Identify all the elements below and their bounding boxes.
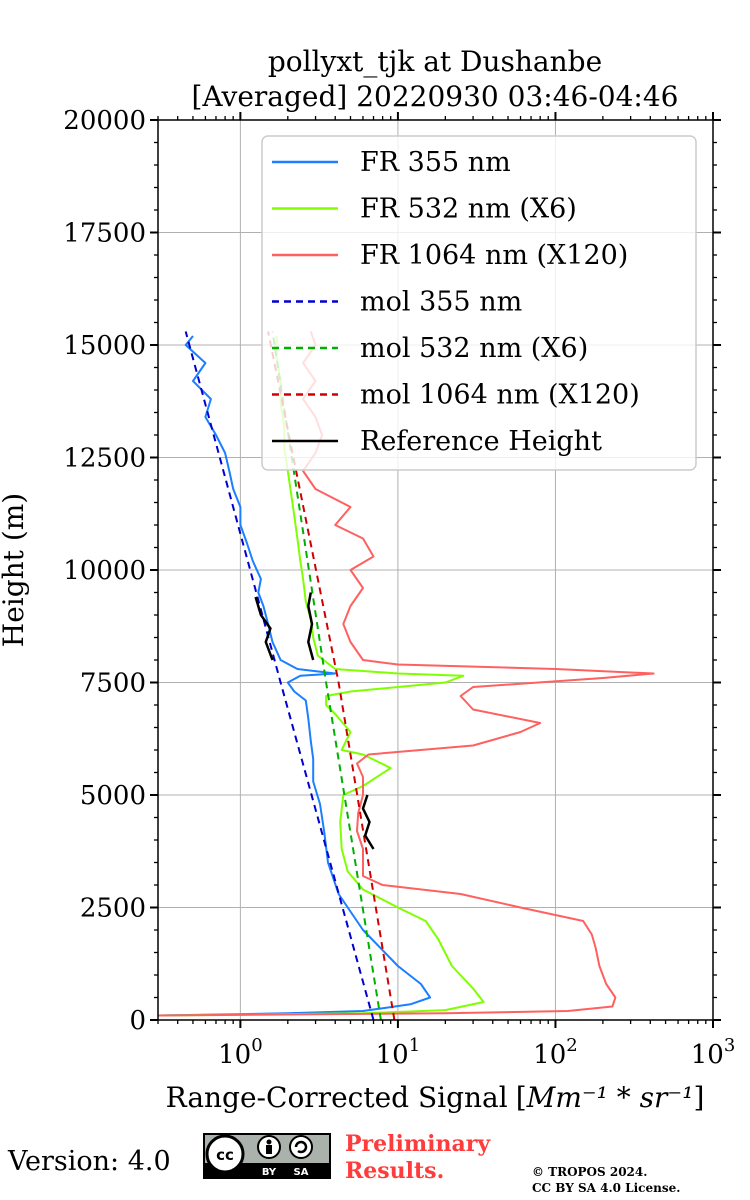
svg-text:cc: cc (216, 1146, 234, 1164)
legend-label: FR 532 nm (X6) (360, 194, 577, 225)
axes-group: 0 2500 5000 7500 10000 12500 15000 17500 20000 10… (63, 106, 735, 1070)
legend: FR 355 nm FR 532 nm (X6) FR 1064 nm (X120)… (261, 135, 697, 471)
y-tick-label: 20000 (63, 106, 146, 136)
y-tick-label: 2500 (80, 894, 146, 924)
series-line-0 (157, 335, 432, 1017)
y-tick-label: 7500 (80, 669, 146, 699)
x-axis-label-unit: Mm⁻¹ * sr⁻¹ (526, 1081, 694, 1114)
reference-height-segment-0 (254, 596, 274, 661)
y-tick-label: 0 (129, 1006, 146, 1036)
y-tick-label: 17500 (63, 219, 146, 249)
y-tick-label: 12500 (63, 444, 146, 474)
chart-title: pollyxt_tjk at Dushanbe (268, 45, 602, 78)
legend-label: mol 1064 nm (X120) (360, 380, 640, 411)
preliminary-line-2: Results. (345, 1158, 445, 1184)
x-tick-label: 100 (218, 1035, 263, 1070)
chart-canvas: 0 2500 5000 7500 10000 12500 15000 17500 20000 10… (0, 45, 735, 1114)
preliminary-results-note: Preliminary Results. (345, 1131, 490, 1185)
x-tick-label: 101 (376, 1035, 421, 1070)
y-tick-label: 15000 (63, 331, 146, 361)
cc-sa-label: SA (294, 1167, 309, 1178)
copyright-line-1: © TROPOS 2024. (532, 1165, 648, 1179)
series-line-1 (157, 336, 485, 1017)
share-alike-icon (289, 1135, 313, 1159)
y-axis-label: Height (m) (0, 493, 30, 647)
x-tick-label: 102 (533, 1035, 578, 1070)
x-axis-label-text: Range-Corrected Signal (166, 1081, 508, 1114)
copyright-note: © TROPOS 2024. CC BY SA 4.0 License. (532, 1164, 680, 1196)
legend-box (261, 135, 697, 471)
legend-label: Reference Height (360, 426, 602, 457)
y-tick-label: 10000 (63, 556, 146, 586)
cc-icon (205, 1134, 245, 1174)
preliminary-line-1: Preliminary (345, 1131, 491, 1157)
series-line-2 (157, 331, 655, 1017)
cc-by-sa-badge: cc BY SA (203, 1133, 331, 1179)
reference-height-segment-1 (307, 592, 315, 661)
version-label: Version: 4.0 (8, 1146, 171, 1177)
legend-label: mol 532 nm (X6) (360, 333, 588, 364)
legend-label: mol 355 nm (360, 287, 522, 318)
series-line-3 (184, 331, 375, 1021)
cc-by-label: BY (262, 1167, 277, 1178)
x-axis-label: Range-Corrected Signal [Mm⁻¹ * sr⁻¹] (166, 1081, 705, 1114)
legend-label: FR 1064 nm (X120) (360, 240, 628, 271)
reference-height-segment-2 (361, 794, 375, 850)
y-tick-label: 5000 (80, 781, 146, 811)
x-tick-label: 103 (691, 1035, 736, 1070)
chart-subtitle: [Averaged] 20220930 03:46-04:46 (192, 80, 679, 113)
legend-label: FR 355 nm (360, 147, 511, 178)
copyright-line-2: CC BY SA 4.0 License. (532, 1181, 681, 1195)
